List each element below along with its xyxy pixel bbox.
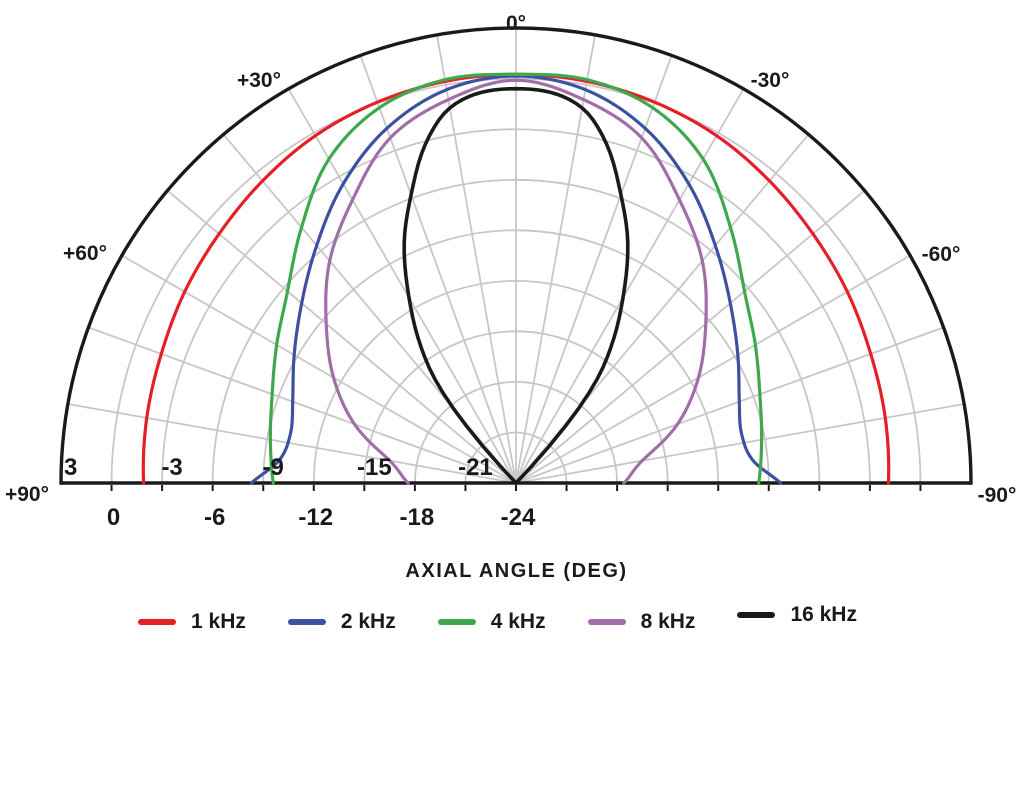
chart-legend: 1 kHz 2 kHz 4 kHz 8 kHz 16 kHz (138, 603, 857, 634)
angle-label: -60° (922, 243, 961, 266)
radial-gridline (515, 88, 745, 484)
radial-gridline (121, 254, 517, 484)
ring-gridline (413, 380, 619, 484)
db-label-upper: -3 (161, 454, 182, 481)
angle-label: -30° (751, 69, 790, 92)
ring-gridline (110, 77, 922, 484)
angle-label: -90° (978, 484, 1017, 507)
radial-gridline (515, 189, 866, 484)
legend-label: 8 kHz (640, 610, 696, 633)
radial-gridline (287, 88, 517, 484)
curve-2-khz (249, 74, 783, 485)
db-label-lower: -24 (501, 504, 536, 531)
outer-arc (59, 26, 973, 485)
angle-label: 0° (506, 12, 526, 35)
legend-label: 4 kHz (490, 610, 546, 633)
radial-gridline (515, 326, 944, 484)
radial-gridline (67, 403, 517, 484)
angle-label: +30° (237, 69, 281, 92)
legend-item-4-khz: 4 kHz (437, 610, 546, 634)
db-label-lower: 0 (107, 504, 120, 531)
legend-swatch (287, 619, 326, 625)
db-label-lower: -18 (400, 504, 435, 531)
chart-title: AXIAL ANGLE (DEG) (405, 560, 628, 582)
db-label-upper: 3 (64, 454, 77, 481)
radial-gridline (166, 189, 517, 484)
legend-label: 16 kHz (790, 603, 857, 626)
legend-label: 2 kHz (340, 610, 396, 633)
ring-gridline (464, 431, 568, 484)
db-label-lower: -6 (204, 504, 225, 531)
legend-swatch (587, 619, 626, 625)
angle-label: +90° (5, 483, 49, 506)
legend-item-8-khz: 8 kHz (587, 610, 696, 634)
curve-4-khz (268, 72, 764, 485)
radial-gridline (515, 403, 965, 484)
db-label-lower: -12 (298, 504, 333, 531)
polar-chart: 0° +30° -30° +60° -60° +90° -90° 3 -3 -9 -15 -21 0 -6… (5, 12, 1017, 531)
ring-gridline (363, 330, 669, 484)
legend-item-16-khz: 16 kHz (737, 603, 857, 627)
db-label-upper: -15 (357, 454, 392, 481)
angle-label: +60° (63, 242, 107, 265)
legend-label: 1 kHz (191, 610, 246, 633)
legend-swatch (138, 619, 176, 625)
legend-item-1-khz: 1 kHz (138, 610, 246, 634)
legend-item-2-khz: 2 kHz (287, 610, 396, 634)
legend-swatch (737, 612, 776, 618)
legend-swatch (437, 619, 476, 625)
radial-gridline (515, 254, 911, 484)
curve-8-khz (324, 78, 708, 485)
db-label-upper: -21 (458, 454, 493, 481)
curve-16-khz (402, 86, 630, 485)
ring-gridline (161, 128, 871, 484)
radial-gridline (88, 326, 517, 484)
db-label-upper: -9 (263, 454, 284, 481)
ring-gridline (211, 178, 821, 484)
